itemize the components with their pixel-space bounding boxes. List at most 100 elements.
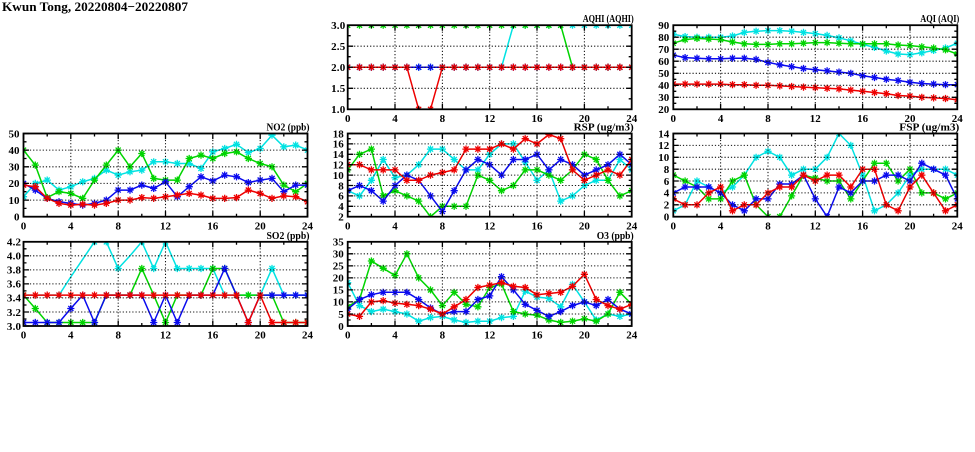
svg-text:O3 (ppb): O3 (ppb) xyxy=(597,230,634,242)
svg-text:24: 24 xyxy=(952,113,964,125)
svg-text:20: 20 xyxy=(905,220,917,232)
svg-text:24: 24 xyxy=(302,220,314,232)
svg-text:4: 4 xyxy=(338,201,344,213)
svg-text:60: 60 xyxy=(658,56,670,68)
svg-text:16: 16 xyxy=(333,139,345,151)
svg-text:12: 12 xyxy=(484,330,496,342)
svg-text:16: 16 xyxy=(207,330,219,342)
svg-text:2: 2 xyxy=(338,212,344,224)
svg-text:1.5: 1.5 xyxy=(331,83,346,95)
svg-text:24: 24 xyxy=(626,113,638,125)
svg-text:16: 16 xyxy=(207,220,219,232)
svg-text:14: 14 xyxy=(658,128,670,140)
svg-text:10: 10 xyxy=(9,195,21,207)
svg-text:40: 40 xyxy=(9,145,21,157)
svg-text:30: 30 xyxy=(9,162,21,174)
svg-text:NO2 (ppb): NO2 (ppb) xyxy=(267,122,310,134)
svg-text:8: 8 xyxy=(765,220,771,232)
svg-text:2: 2 xyxy=(664,200,670,212)
svg-text:4.2: 4.2 xyxy=(7,237,22,249)
svg-text:20: 20 xyxy=(658,104,670,116)
svg-text:0: 0 xyxy=(345,113,351,125)
svg-text:0: 0 xyxy=(345,220,351,232)
svg-text:4: 4 xyxy=(68,220,74,232)
svg-text:12: 12 xyxy=(658,140,670,152)
svg-text:8: 8 xyxy=(440,330,446,342)
svg-text:3.8: 3.8 xyxy=(7,265,22,277)
svg-text:24: 24 xyxy=(626,220,638,232)
svg-text:20: 20 xyxy=(255,330,267,342)
svg-text:24: 24 xyxy=(626,330,638,342)
svg-text:12: 12 xyxy=(810,113,822,125)
svg-text:8: 8 xyxy=(664,164,670,176)
svg-text:8: 8 xyxy=(115,220,121,232)
svg-text:15: 15 xyxy=(333,285,345,297)
svg-text:90: 90 xyxy=(658,20,670,32)
svg-text:12: 12 xyxy=(484,220,496,232)
svg-text:24: 24 xyxy=(302,330,314,342)
svg-text:20: 20 xyxy=(255,220,267,232)
svg-text:30: 30 xyxy=(658,92,670,104)
svg-text:35: 35 xyxy=(333,237,345,249)
svg-text:6: 6 xyxy=(338,191,344,203)
svg-text:4: 4 xyxy=(392,113,398,125)
svg-text:0: 0 xyxy=(21,330,27,342)
svg-text:8: 8 xyxy=(440,113,446,125)
svg-text:0: 0 xyxy=(21,220,27,232)
svg-text:16: 16 xyxy=(857,113,869,125)
svg-text:50: 50 xyxy=(658,68,670,80)
svg-text:12: 12 xyxy=(810,220,822,232)
svg-text:4: 4 xyxy=(392,330,398,342)
svg-text:12: 12 xyxy=(160,330,172,342)
svg-text:3.0: 3.0 xyxy=(331,20,346,32)
svg-text:3.6: 3.6 xyxy=(7,279,22,291)
svg-text:0: 0 xyxy=(14,212,20,224)
svg-text:AQHI (AQHI): AQHI (AQHI) xyxy=(583,13,634,25)
svg-text:3.0: 3.0 xyxy=(7,321,22,333)
svg-text:20: 20 xyxy=(579,330,591,342)
svg-text:10: 10 xyxy=(333,297,345,309)
svg-text:24: 24 xyxy=(952,220,964,232)
svg-text:4: 4 xyxy=(718,113,724,125)
svg-text:12: 12 xyxy=(484,113,496,125)
svg-text:8: 8 xyxy=(115,330,121,342)
svg-text:0: 0 xyxy=(671,113,677,125)
svg-text:4: 4 xyxy=(68,330,74,342)
svg-text:2.0: 2.0 xyxy=(331,62,346,74)
svg-text:30: 30 xyxy=(333,249,345,261)
svg-text:50: 50 xyxy=(9,128,21,140)
svg-text:40: 40 xyxy=(658,80,670,92)
svg-text:20: 20 xyxy=(579,113,591,125)
svg-text:5: 5 xyxy=(338,309,344,321)
svg-text:25: 25 xyxy=(333,261,345,273)
svg-text:12: 12 xyxy=(160,220,172,232)
svg-text:70: 70 xyxy=(658,44,670,56)
svg-text:20: 20 xyxy=(9,178,21,190)
svg-text:14: 14 xyxy=(333,149,345,161)
svg-text:0: 0 xyxy=(671,220,677,232)
svg-text:3.2: 3.2 xyxy=(7,307,22,319)
svg-text:4: 4 xyxy=(392,220,398,232)
svg-text:FSP (ug/m3): FSP (ug/m3) xyxy=(899,122,959,134)
svg-text:0: 0 xyxy=(345,330,351,342)
svg-text:20: 20 xyxy=(579,220,591,232)
svg-text:8: 8 xyxy=(440,220,446,232)
svg-text:8: 8 xyxy=(338,180,344,192)
svg-text:RSP (ug/m3): RSP (ug/m3) xyxy=(574,122,634,134)
svg-text:20: 20 xyxy=(905,113,917,125)
svg-text:80: 80 xyxy=(658,32,670,44)
svg-text:4.0: 4.0 xyxy=(7,251,22,263)
svg-text:0: 0 xyxy=(338,321,344,333)
svg-text:20: 20 xyxy=(333,273,345,285)
svg-text:10: 10 xyxy=(333,170,345,182)
svg-text:16: 16 xyxy=(532,330,544,342)
svg-text:2.5: 2.5 xyxy=(331,41,346,53)
svg-text:12: 12 xyxy=(333,160,345,172)
svg-text:Kwun Tong, 20220804−20220807: Kwun Tong, 20220804−20220807 xyxy=(2,0,189,14)
svg-text:0: 0 xyxy=(664,212,670,224)
svg-text:AQI (AQI): AQI (AQI) xyxy=(920,13,959,25)
svg-text:18: 18 xyxy=(333,128,345,140)
svg-text:16: 16 xyxy=(532,113,544,125)
svg-text:16: 16 xyxy=(857,220,869,232)
svg-text:1.0: 1.0 xyxy=(331,104,346,116)
